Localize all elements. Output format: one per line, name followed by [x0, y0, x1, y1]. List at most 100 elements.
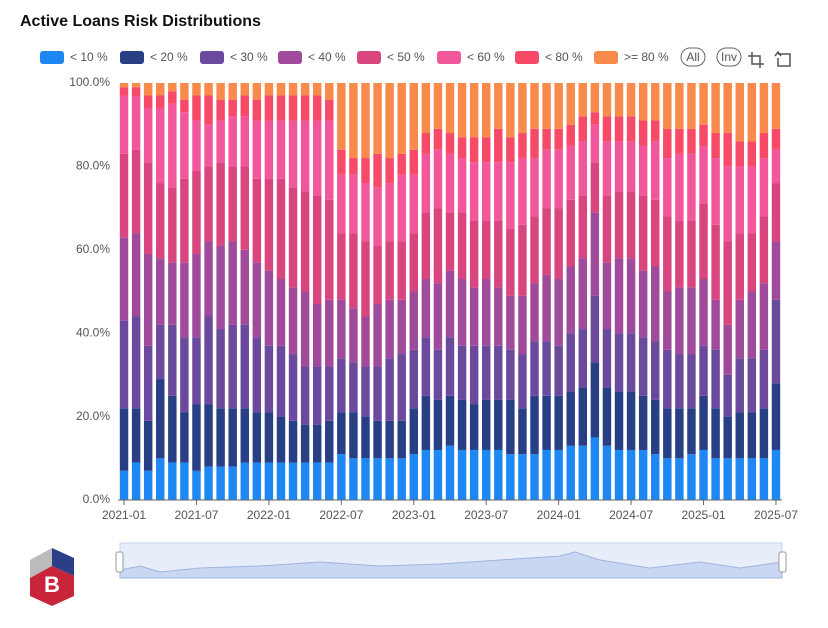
legend-swatch[interactable] — [40, 51, 64, 64]
legend-button-label[interactable]: All — [686, 50, 699, 64]
bar-segment — [651, 199, 660, 267]
legend-swatch[interactable] — [120, 51, 144, 64]
legend-label[interactable]: < 20 % — [150, 50, 188, 64]
bar-segment — [361, 366, 370, 417]
bar-segment — [349, 83, 358, 159]
bar-segment — [759, 216, 769, 284]
legend-button[interactable] — [680, 47, 706, 67]
zoom-slider[interactable] — [115, 542, 787, 579]
bar-segment — [530, 395, 539, 455]
bar-segment — [699, 83, 708, 125]
bar-segment — [457, 278, 467, 346]
bar-segment — [385, 158, 394, 184]
bar-segment — [506, 349, 515, 400]
bar-segment — [397, 458, 406, 500]
legend-swatch[interactable] — [515, 51, 539, 64]
bar-segment — [168, 462, 177, 500]
bar-segment — [240, 95, 249, 117]
bar-segment — [300, 291, 310, 367]
legend-button-label[interactable]: Inv — [721, 50, 737, 64]
bar-segment — [542, 128, 551, 150]
legend-swatch[interactable] — [200, 51, 224, 64]
bar-segment — [675, 458, 684, 500]
bar-segment — [747, 291, 757, 359]
bar-segment — [204, 241, 213, 317]
bar-segment — [349, 158, 358, 175]
legend-label[interactable]: < 50 % — [387, 50, 425, 64]
bar-segment — [687, 220, 696, 288]
bar-segment — [373, 153, 382, 188]
bar-segment — [312, 120, 322, 196]
y-tick-label: 80.0% — [76, 159, 110, 173]
bar-segment — [711, 458, 720, 500]
bar-segment — [337, 83, 346, 150]
legend-swatch[interactable] — [594, 51, 618, 64]
bar-segment — [711, 349, 720, 409]
bar-segment — [192, 120, 201, 171]
bar-segment — [228, 166, 237, 242]
legend-label[interactable]: >= 80 % — [624, 50, 669, 64]
bar-segment — [385, 241, 394, 300]
bar-segment — [675, 287, 684, 355]
legend-button[interactable] — [716, 47, 742, 67]
bar-segment — [337, 358, 346, 413]
bar-segment — [481, 278, 491, 346]
legend-label[interactable]: < 80 % — [545, 50, 583, 64]
bar-segment — [578, 141, 588, 196]
bar-segment — [252, 99, 262, 121]
bar-segment — [566, 391, 575, 446]
legend-label[interactable]: < 30 % — [230, 50, 268, 64]
bar-segment — [578, 329, 588, 388]
bar-segment — [663, 408, 672, 459]
bar-segment — [180, 178, 189, 263]
bar-segment — [168, 395, 177, 463]
bar-segment — [373, 366, 382, 421]
bar-segment — [445, 83, 455, 134]
bar-segment — [602, 141, 612, 196]
bar-segment — [759, 458, 769, 500]
bar-segment — [530, 454, 539, 500]
legend-swatch[interactable] — [278, 51, 302, 64]
bar-segment — [481, 162, 491, 221]
bar-segment — [264, 178, 274, 271]
bar-segment — [276, 95, 286, 121]
bar-segment — [349, 412, 358, 459]
bar-segment — [457, 137, 467, 159]
legend-label[interactable]: < 40 % — [308, 50, 346, 64]
legend-label[interactable]: < 10 % — [70, 50, 108, 64]
bar-segment — [409, 233, 419, 292]
bar-segment — [735, 358, 744, 413]
bar-segment — [300, 366, 310, 425]
bar-segment — [131, 87, 141, 96]
bar-segment — [663, 128, 672, 159]
reset-icon[interactable] — [774, 50, 791, 67]
bar-segment — [264, 345, 274, 413]
bar-segment — [240, 324, 249, 409]
bar-segment — [131, 408, 141, 463]
bar-segment — [337, 412, 346, 455]
bar-segment — [578, 116, 588, 142]
bar-segment — [228, 324, 237, 409]
bar-segment — [518, 133, 527, 159]
bar-segment — [445, 153, 455, 213]
bar-segment — [566, 445, 575, 500]
legend-swatch[interactable] — [357, 51, 381, 64]
bar-segment — [421, 153, 431, 213]
bar-segment — [711, 408, 720, 459]
bar-segment — [252, 262, 262, 338]
zoom-icon[interactable] — [748, 52, 764, 68]
bar-segment — [506, 228, 515, 296]
legend-swatch[interactable] — [437, 51, 461, 64]
legend-label[interactable]: < 60 % — [467, 50, 505, 64]
bar-segment — [651, 341, 660, 400]
bar-segment — [325, 199, 334, 300]
bar-segment — [651, 266, 660, 342]
bar-segment — [264, 270, 274, 346]
y-tick-label: 60.0% — [76, 242, 110, 256]
bar-segment — [312, 83, 322, 96]
bar-segment — [469, 449, 479, 500]
bar-segment — [530, 158, 539, 217]
bar-segment — [711, 83, 720, 134]
bar-segment — [747, 83, 757, 142]
bar-segment — [457, 212, 467, 279]
